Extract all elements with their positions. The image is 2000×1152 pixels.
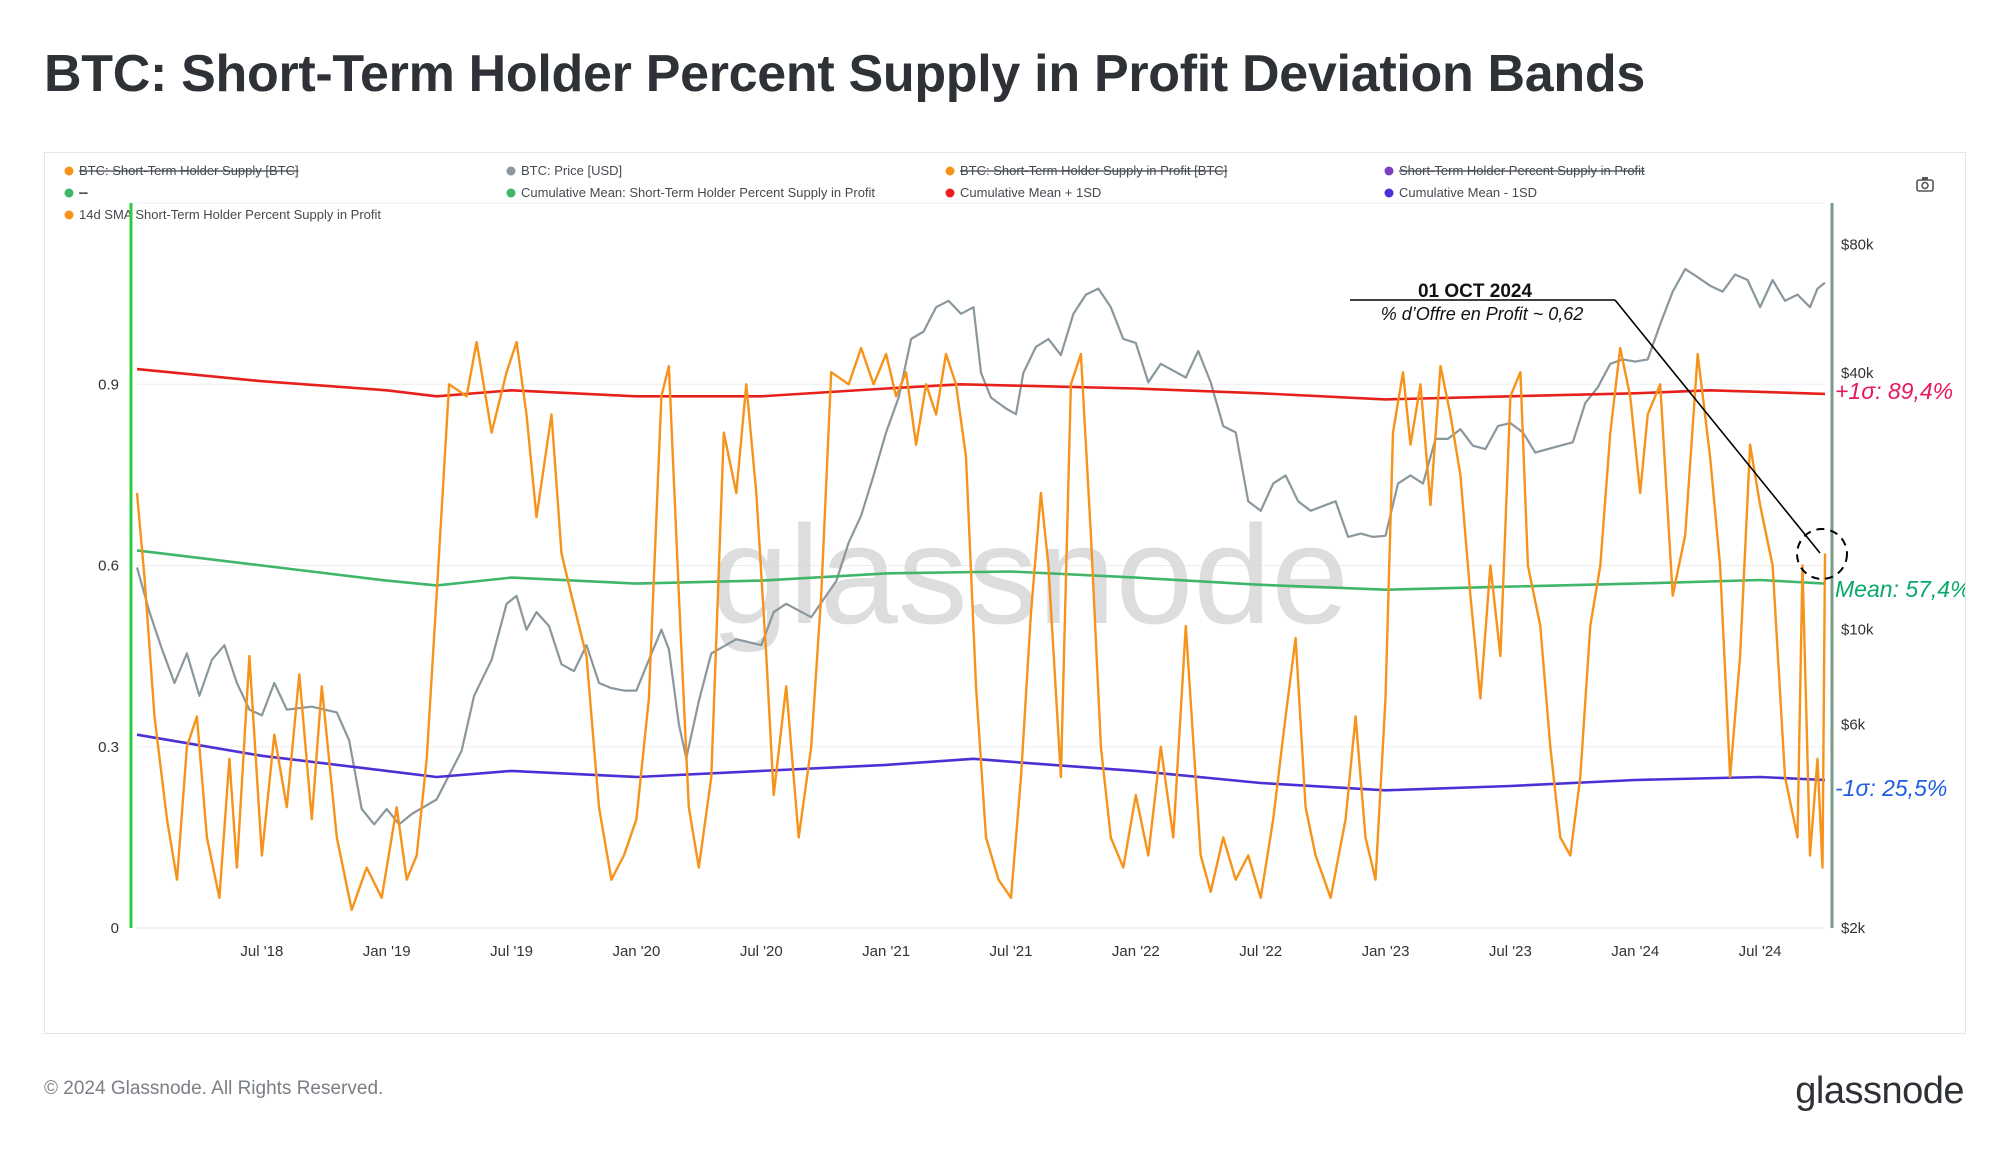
x-tick-label: Jul '19 (490, 943, 533, 960)
x-tick-label: Jul '24 (1739, 943, 1782, 960)
legend-label: Short-Term Holder Percent Supply in Prof… (1399, 163, 1645, 178)
plus-1sd-line (136, 367, 1826, 401)
legend-item[interactable]: Cumulative Mean + 1SD (945, 185, 1102, 200)
legend: BTC: Short-Term Holder Supply [BTC] BTC: … (64, 163, 1646, 222)
legend-label: BTC: Price [USD] (521, 163, 622, 178)
brand-logo: glassnode (1795, 1070, 1964, 1112)
legend-item[interactable]: BTC: Short-Term Holder Supply [BTC] (64, 163, 299, 178)
chart-svg: BTC: Short-Term Holder Supply [BTC] BTC: … (64, 163, 1965, 960)
legend-label: BTC: Short-Term Holder Supply in Profit … (960, 163, 1227, 178)
minus-sigma-label: -1σ: 25,5% (1835, 775, 1947, 801)
annotation-target-circle (1796, 528, 1848, 580)
chart-frame: BTC: Short-Term Holder Supply [BTC] BTC: … (44, 152, 1966, 1034)
legend-item[interactable]: Cumulative Mean - 1SD (1384, 185, 1538, 200)
x-tick-label: Jul '21 (990, 943, 1033, 960)
copyright: © 2024 Glassnode. All Rights Reserved. (44, 1078, 384, 1099)
legend-swatch (506, 188, 516, 198)
x-tick-label: Jan '20 (612, 943, 660, 960)
mean-label: Mean: 57,4% (1835, 576, 1965, 602)
gridlines (137, 202, 1825, 748)
legend-item[interactable]: 14d SMA Short-Term Holder Percent Supply… (64, 207, 382, 222)
y-right-tick-label: $6k (1841, 716, 1866, 733)
y-right-tick-label: $10k (1841, 622, 1874, 639)
y-left-tick-label: 0.9 (98, 376, 119, 393)
legend-item[interactable]: -- (64, 185, 88, 200)
legend-label: Cumulative Mean - 1SD (1399, 185, 1537, 200)
legend-swatch (1384, 166, 1394, 176)
legend-swatch (945, 166, 955, 176)
x-tick-label: Jan '19 (363, 943, 411, 960)
legend-swatch (64, 210, 74, 220)
x-tick-label: Jul '20 (740, 943, 783, 960)
x-tick-label: Jul '22 (1239, 943, 1282, 960)
legend-label: -- (79, 185, 88, 200)
y-left-tick-label: 0.3 (98, 739, 119, 756)
x-tick-label: Jul '23 (1489, 943, 1532, 960)
legend-item[interactable]: BTC: Short-Term Holder Supply in Profit … (945, 163, 1228, 178)
legend-label: BTC: Short-Term Holder Supply [BTC] (79, 163, 299, 178)
legend-swatch (506, 166, 516, 176)
annotation-date: 01 OCT 2024 (1418, 281, 1532, 302)
x-tick-label: Jul '18 (240, 943, 283, 960)
x-tick-label: Jan '22 (1112, 943, 1160, 960)
page-title: BTC: Short-Term Holder Percent Supply in… (44, 45, 1645, 103)
annotation-pointer (1614, 299, 1821, 554)
plus-sigma-label: +1σ: 89,4% (1835, 378, 1953, 404)
legend-label: 14d SMA Short-Term Holder Percent Supply… (79, 207, 381, 222)
y-left-tick-label: 0.6 (98, 558, 119, 575)
tick-labels: 0 0.3 0.6 0.9 $2k $6k $10k $40k $80k Jul '18 Jan '… (98, 236, 1874, 960)
minus-1sd-line (136, 733, 1826, 792)
legend-item[interactable]: Short-Term Holder Percent Supply in Prof… (1384, 163, 1646, 178)
legend-swatch (1384, 188, 1394, 198)
x-tick-label: Jan '21 (862, 943, 910, 960)
annotation-text: % d’Offre en Profit ~ 0,62 (1381, 304, 1584, 324)
x-tick-label: Jan '23 (1362, 943, 1410, 960)
mean-line (136, 549, 1826, 591)
sma-line (135, 340, 1827, 912)
x-tick-label: Jan '24 (1611, 943, 1659, 960)
legend-swatch (64, 166, 74, 176)
legend-item[interactable]: BTC: Price [USD] (506, 163, 623, 178)
y-right-tick-label: $80k (1841, 236, 1874, 253)
legend-label: Cumulative Mean: Short-Term Holder Perce… (521, 185, 875, 200)
y-right-tick-label: $2k (1841, 920, 1866, 937)
legend-item[interactable]: Cumulative Mean: Short-Term Holder Perce… (506, 185, 876, 200)
series-layer (135, 268, 1827, 912)
legend-swatch (945, 188, 955, 198)
camera-icon[interactable] (1916, 177, 1934, 192)
legend-swatch (64, 188, 74, 198)
annotation: 01 OCT 2024 % d’Offre en Profit ~ 0,62 (1350, 281, 1848, 580)
y-right-tick-label: $40k (1841, 365, 1874, 382)
y-left-tick-label: 0 (111, 920, 119, 937)
legend-label: Cumulative Mean + 1SD (960, 185, 1101, 200)
